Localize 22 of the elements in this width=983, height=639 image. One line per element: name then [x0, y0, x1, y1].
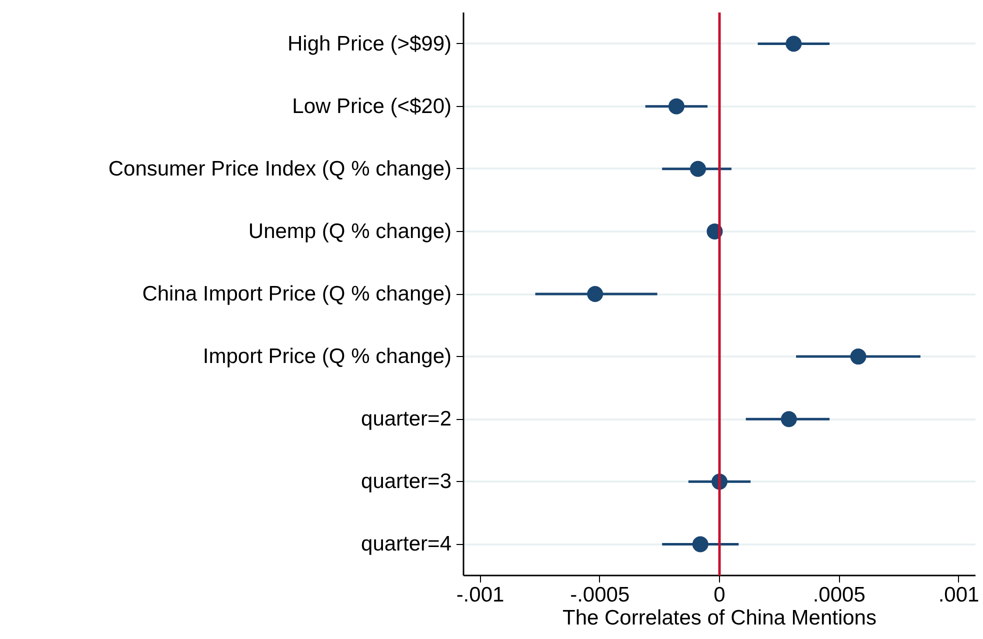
- y-tick-label: Import Price (Q % change): [202, 345, 452, 368]
- x-axis-title: The Correlates of China Mentions: [562, 606, 877, 630]
- point: [850, 348, 866, 365]
- y-tick-label: quarter=2: [361, 408, 452, 431]
- x-tick-label: .001: [938, 584, 980, 606]
- y-tick-label: quarter=3: [361, 470, 452, 494]
- y-tick-label: China Import Price (Q % change): [142, 282, 452, 306]
- y-tick-label: quarter=4: [361, 532, 452, 556]
- x-tick-label: -.0005: [570, 584, 630, 606]
- x-tick-label: .0005: [812, 584, 866, 606]
- point: [690, 160, 706, 177]
- point: [692, 536, 708, 552]
- y-tick-label: Consumer Price Index (Q % change): [108, 157, 452, 180]
- y-tick-label: High Price (>$99): [288, 32, 452, 56]
- y-tick-label: Unemp (Q % change): [248, 220, 452, 243]
- point: [587, 286, 604, 302]
- point: [668, 98, 684, 114]
- x-tick-label: 0: [714, 584, 726, 606]
- point: [786, 36, 802, 52]
- x-tick-label: -.001: [456, 584, 504, 606]
- point: [780, 411, 797, 428]
- y-tick-label: Low Price (<$20): [292, 94, 452, 118]
